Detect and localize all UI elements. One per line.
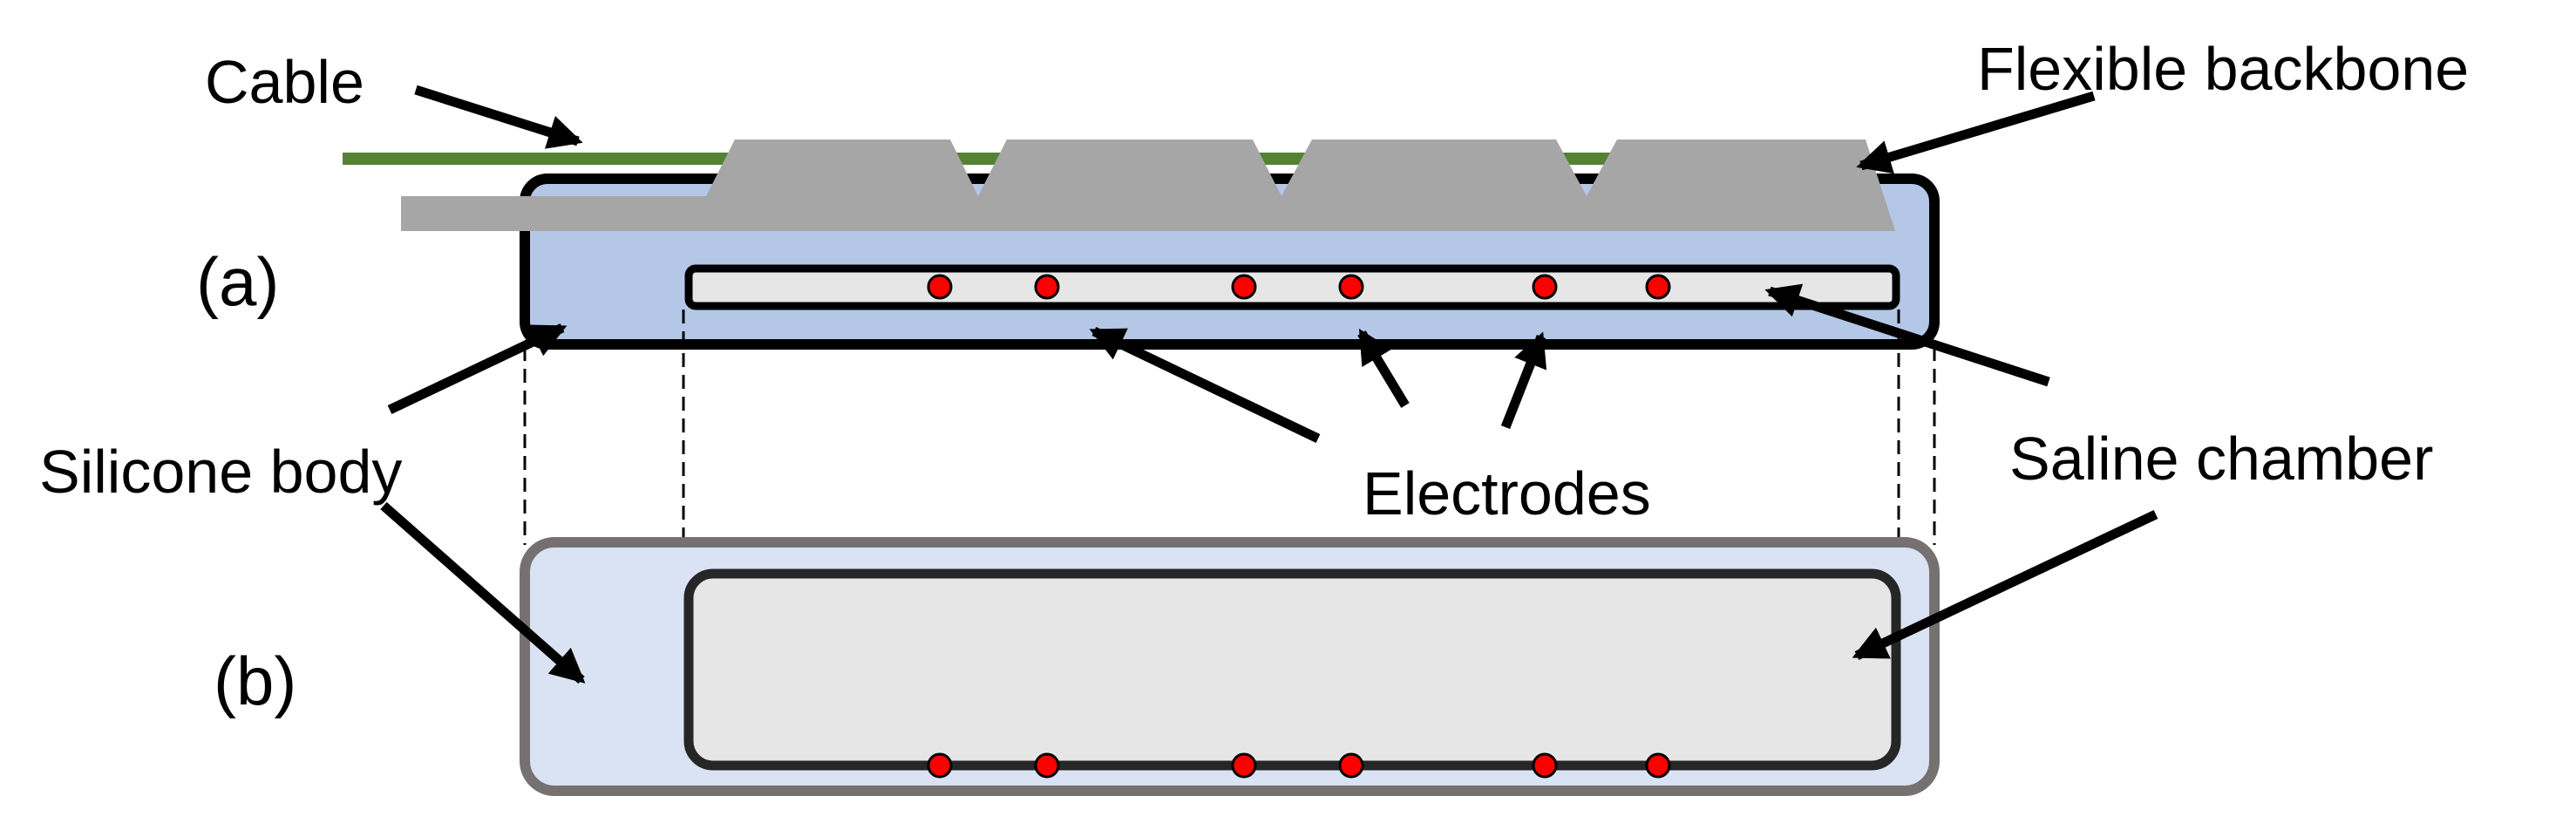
electrode-arrow-1 (1089, 327, 1321, 443)
projection-lines (523, 310, 1936, 545)
electrodes-a (927, 274, 1671, 300)
saline-chamber-b (683, 568, 1901, 771)
electrodes-label: Electrodes (1363, 459, 1651, 527)
electrode (1034, 752, 1060, 779)
electrode (927, 752, 953, 779)
callout-arrows (380, 85, 2158, 684)
electrode (1034, 274, 1060, 300)
electrode-arrow-2 (1357, 328, 1410, 408)
electrode (1338, 274, 1364, 300)
panel-b (520, 537, 1940, 796)
panel-b-label: (b) (214, 643, 296, 719)
cable-arrow (414, 85, 583, 149)
panel-a-label: (a) (196, 243, 279, 320)
electrode (1231, 274, 1257, 300)
silicone-body-label: Silicone body (39, 438, 402, 506)
silicone-body-arrow-a (387, 323, 568, 414)
electrode (927, 274, 953, 300)
saline-chamber-arrow-a (1764, 283, 2050, 387)
electrode (1645, 274, 1671, 300)
electrode (1532, 274, 1558, 300)
electrode (1645, 752, 1671, 779)
panel-a (343, 139, 1940, 350)
electrode (1338, 752, 1364, 779)
flexible-backbone-label: Flexible backbone (1977, 35, 2469, 103)
cable-label: Cable (205, 48, 364, 116)
saline-chamber-arrow-b (1852, 510, 2158, 660)
electrode (1231, 752, 1257, 779)
backbone-arrow (1856, 91, 2096, 174)
saline-chamber-a (684, 264, 1900, 310)
flexible-backbone (401, 139, 1895, 231)
silicone-body-arrow-b (380, 501, 586, 684)
electrode (1532, 752, 1558, 779)
saline-chamber-label: Saline chamber (2009, 425, 2433, 493)
electrode-arrow-3 (1500, 331, 1547, 430)
electrodes-b (927, 752, 1671, 779)
